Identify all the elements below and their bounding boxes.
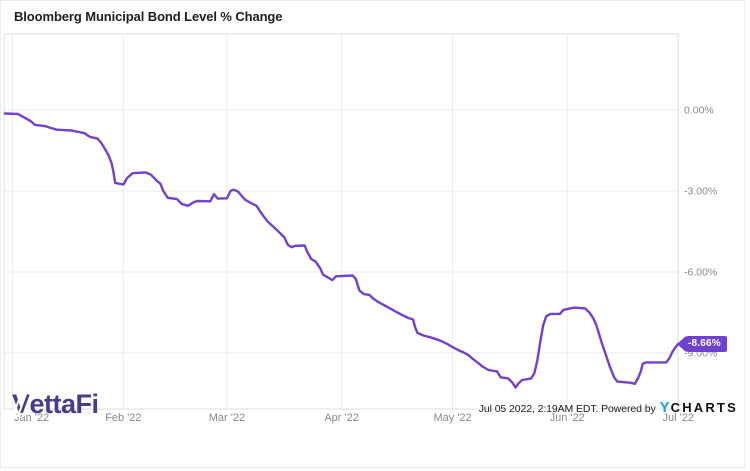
y-axis-tick-label: -3.00%: [684, 186, 717, 198]
ycharts-logo[interactable]: Y CHARTS: [660, 399, 738, 416]
vettafi-logo[interactable]: VettaFi: [11, 389, 100, 419]
x-axis-tick-label: Jun '22: [550, 412, 585, 424]
x-axis-tick-label: May '22: [433, 412, 471, 424]
x-axis-tick-label: Apr '22: [324, 412, 359, 424]
x-axis-tick-label: Feb '22: [105, 412, 141, 424]
attribution: Jul 05 2022, 2:19AM EDT. Powered by Y CH…: [479, 399, 738, 416]
badge-value-label: -8.66%: [686, 335, 727, 352]
chart-title: Bloomberg Municipal Bond Level % Change: [14, 9, 283, 24]
vettafi-logo-v: V: [11, 390, 33, 418]
vettafi-logo-text: ettaFi: [29, 389, 100, 419]
plot-border: [3, 33, 679, 410]
x-axis-tick-label: Mar '22: [209, 412, 245, 424]
badge-pointer-icon: [677, 335, 686, 352]
y-axis-tick-label: 0.00%: [684, 105, 714, 117]
series-line[interactable]: [3, 112, 680, 389]
footer: VettaFi Jul 05 2022, 2:19AM EDT. Powered…: [1, 390, 744, 467]
ycharts-logo-y: Y: [659, 399, 670, 416]
last-value-badge: -8.66%: [677, 335, 727, 352]
ycharts-logo-charts: CHARTS: [670, 400, 738, 415]
timestamp-text: Jul 05 2022, 2:19AM EDT. Powered by: [478, 403, 656, 415]
x-axis-tick-label: Jul '22: [662, 412, 693, 424]
y-axis-tick-label: -6.00%: [684, 267, 717, 279]
